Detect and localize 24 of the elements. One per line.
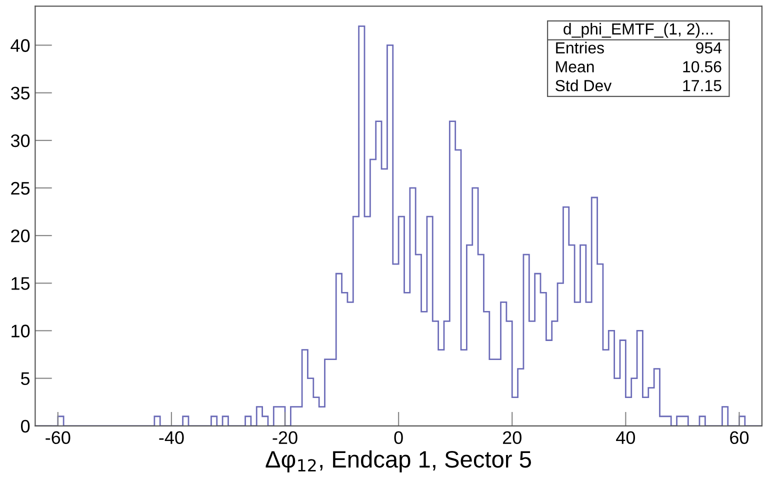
annotation: 954 <box>696 42 722 54</box>
x-axis-title: Δφ$_{12}$, Endcap 1, Sector 5 <box>266 450 531 472</box>
annotation: 10.56 <box>683 61 722 72</box>
annotation: Mean <box>556 61 594 72</box>
x-tick-label: 60 <box>730 431 749 444</box>
annotation: Entries <box>556 42 604 54</box>
y-tick-label: 10 <box>12 324 30 338</box>
annotation: 17.15 <box>683 80 722 92</box>
x-tick-label: 40 <box>616 431 636 444</box>
x-tick-label: -20 <box>272 431 298 444</box>
y-tick-label: 20 <box>11 230 30 242</box>
y-tick-label: 30 <box>10 134 30 148</box>
x-tick-label: 20 <box>502 431 522 444</box>
y-tick-label: 25 <box>11 182 30 195</box>
x-tick-label: 0 <box>394 431 403 444</box>
x-tick-label: -40 <box>159 431 184 444</box>
y-tick-label: 40 <box>10 39 30 52</box>
annotation: d_phi_EMTF_(1, 2)... <box>564 22 712 38</box>
y-tick-label: 15 <box>12 277 30 290</box>
y-tick-label: 35 <box>10 86 30 100</box>
annotation: Std Dev <box>556 80 612 92</box>
y-tick-label: 5 <box>21 372 30 386</box>
x-tick-label: -60 <box>46 431 70 444</box>
y-tick-label: 0 <box>20 420 30 433</box>
